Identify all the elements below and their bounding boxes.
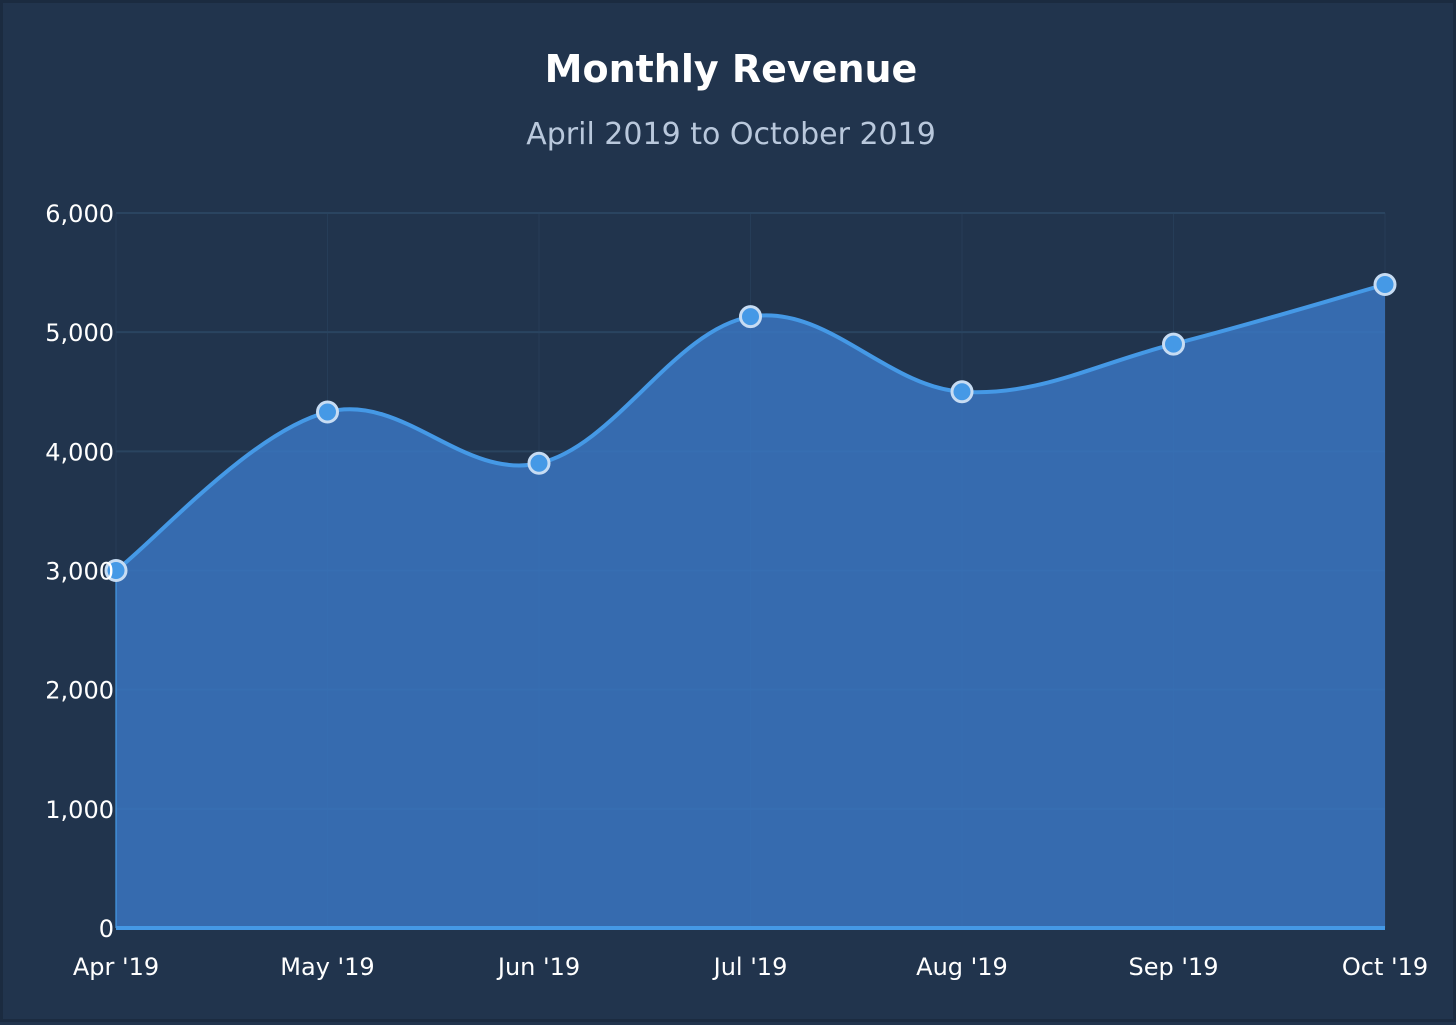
data-point-2[interactable]: [316, 400, 339, 424]
x-tick-label: May '19: [280, 953, 374, 981]
data-markers: [104, 273, 1397, 582]
chart-subtitle: April 2019 to October 2019: [526, 117, 936, 152]
x-tick-label: Jun '19: [496, 953, 580, 981]
data-point-1[interactable]: [104, 559, 128, 582]
data-point-6[interactable]: [1162, 332, 1185, 356]
x-tick-label: Aug '19: [916, 953, 1008, 981]
data-point-5[interactable]: [950, 380, 974, 404]
y-tick-label: 5,000: [45, 319, 114, 347]
y-tick-label: 3,000: [45, 558, 114, 586]
y-tick-label: 1,000: [45, 796, 114, 824]
x-tick-label: Apr '19: [73, 953, 159, 981]
area-chart: 0 1,000 2,000 3,000 4,000 5,000 6,000 Apr '19 M…: [45, 200, 1428, 981]
data-point-4[interactable]: [739, 305, 762, 329]
data-point-3[interactable]: [527, 451, 551, 475]
y-tick-label: 0: [99, 915, 114, 943]
area-fill-layer: [115, 284, 1385, 930]
x-axis-ticks: Apr '19 May '19 Jun '19 Jul '19 Aug '19 Sep '…: [73, 953, 1428, 981]
chart-title: Monthly Revenue: [544, 47, 918, 91]
y-tick-label: 4,000: [45, 438, 114, 466]
y-axis-ticks: 0 1,000 2,000 3,000 4,000 5,000 6,000: [45, 200, 114, 943]
y-tick-label: 6,000: [45, 200, 114, 228]
x-tick-label: Oct '19: [1342, 953, 1428, 981]
x-tick-label: Sep '19: [1129, 953, 1219, 981]
data-point-7[interactable]: [1373, 273, 1397, 296]
y-tick-label: 2,000: [45, 677, 114, 705]
revenue-area: [116, 284, 1385, 928]
x-tick-label: Jul '19: [712, 953, 788, 981]
